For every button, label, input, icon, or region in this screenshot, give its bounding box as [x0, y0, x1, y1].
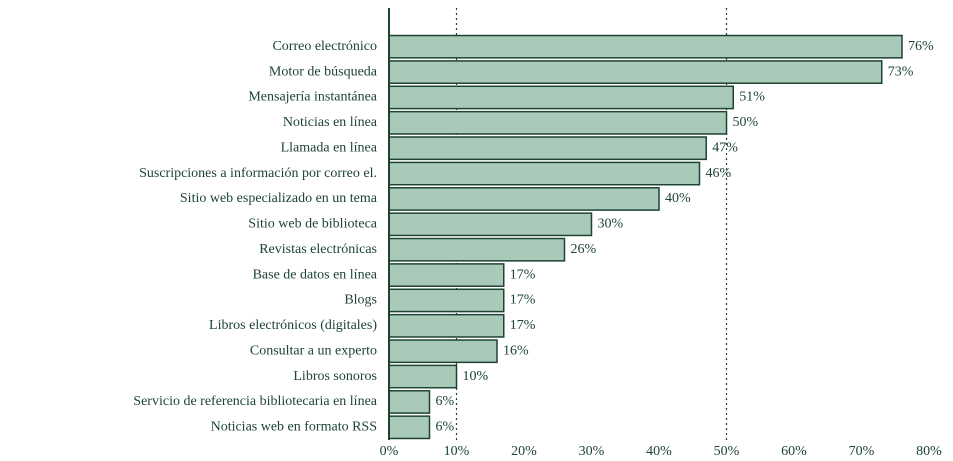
category-label: Libros electrónicos (digitales): [209, 318, 377, 333]
bar: [388, 212, 593, 237]
x-tick-label: 0%: [380, 444, 399, 459]
value-label: 17%: [510, 267, 536, 282]
category-label: Noticias en línea: [283, 115, 378, 130]
bar: [388, 136, 707, 161]
category-label: Sitio web especializado en un tema: [180, 191, 378, 206]
value-label: 17%: [510, 293, 536, 308]
bar: [388, 263, 505, 287]
category-label: Noticias web en formato RSS: [211, 420, 377, 435]
bar: [388, 85, 734, 110]
value-label: 40%: [665, 191, 691, 206]
bar: [388, 390, 431, 414]
category-label: Llamada en línea: [281, 140, 378, 155]
bar: [388, 34, 903, 59]
value-label: 26%: [571, 242, 597, 257]
bar: [388, 237, 566, 262]
x-tick-label: 30%: [579, 444, 605, 459]
bar: [388, 161, 701, 186]
value-label: 17%: [510, 318, 536, 333]
bar: [388, 60, 883, 84]
category-label: Suscripciones a información por correo e…: [139, 166, 377, 181]
x-tick-label: 10%: [444, 444, 470, 459]
bar: [388, 364, 458, 389]
bar: [388, 313, 505, 338]
value-label: 51%: [739, 90, 765, 105]
x-tick-label: 70%: [849, 444, 875, 459]
x-tick-label: 80%: [916, 444, 942, 459]
x-tick-label: 60%: [781, 444, 807, 459]
value-label: 16%: [503, 343, 529, 358]
bar: [388, 339, 498, 364]
category-label: Correo electrónico: [272, 39, 377, 54]
value-label: 73%: [888, 64, 914, 79]
value-label: 6%: [436, 420, 455, 435]
value-label: 6%: [436, 394, 455, 409]
bar: [388, 110, 728, 135]
bar: [388, 288, 505, 313]
value-label: 50%: [733, 115, 759, 130]
value-label: 10%: [463, 369, 489, 384]
value-label: 47%: [712, 140, 738, 155]
value-label: 30%: [598, 217, 624, 232]
value-label: 46%: [706, 166, 732, 181]
category-label: Consultar a un experto: [250, 343, 377, 358]
x-tick-label: 20%: [511, 444, 537, 459]
category-label: Servicio de referencia bibliotecaria en …: [133, 394, 377, 409]
category-label: Base de datos en línea: [253, 267, 378, 282]
bar: [388, 415, 431, 440]
category-label: Blogs: [344, 293, 377, 308]
x-tick-label: 50%: [714, 444, 740, 459]
category-label: Motor de búsqueda: [269, 64, 378, 79]
category-label: Sitio web de biblioteca: [248, 217, 377, 232]
category-label: Libros sonoros: [293, 369, 377, 384]
bar: [388, 187, 660, 211]
x-tick-label: 40%: [646, 444, 672, 459]
category-label: Mensajería instantánea: [248, 90, 377, 105]
category-label: Revistas electrónicas: [259, 242, 377, 257]
value-label: 76%: [908, 39, 934, 54]
